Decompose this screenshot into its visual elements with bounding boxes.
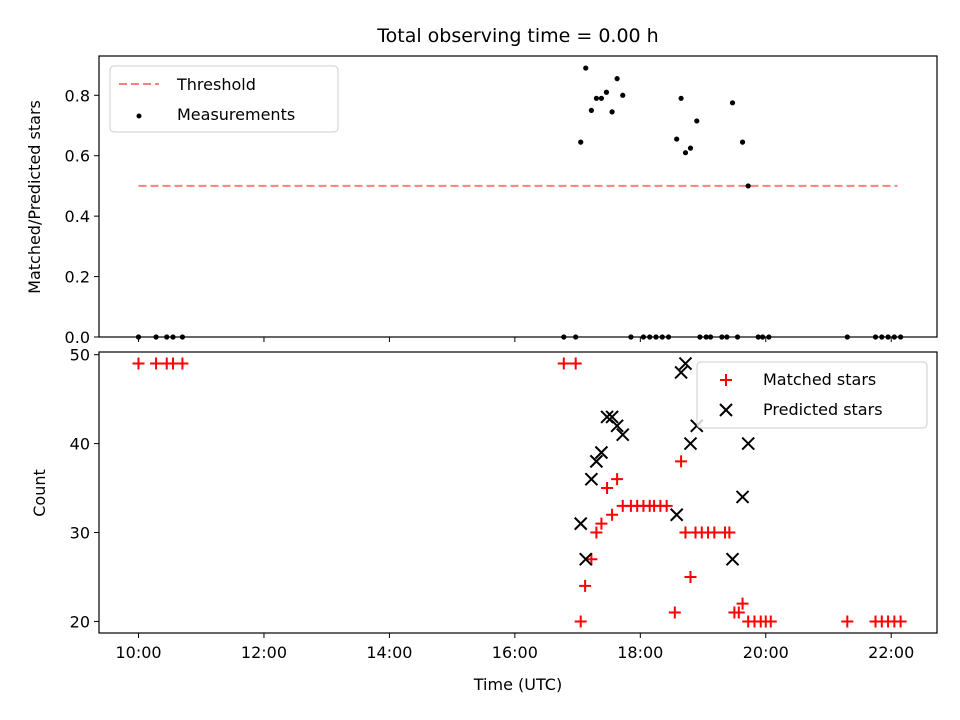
matched-star-point (569, 357, 582, 370)
x-tick-label: 20:00 (743, 643, 789, 662)
bottom-y-tick-label: 50 (70, 346, 90, 365)
predicted-star-point (594, 445, 609, 460)
measurement-point (598, 95, 605, 101)
measurement-point (694, 118, 700, 124)
top-y-tick-label: 0.0 (65, 328, 90, 347)
predicted-star-point (741, 436, 755, 451)
measurement-point (609, 109, 615, 115)
matched-star-point (660, 499, 673, 512)
measurements-legend-swatch (136, 113, 142, 119)
matched-star-point (574, 615, 587, 628)
top-y-tick-label: 0.4 (65, 207, 90, 226)
predicted-star-point (725, 552, 740, 566)
top-y-tick-label: 0.8 (65, 86, 90, 105)
measurement-point (729, 100, 736, 106)
threshold-legend-label: Threshold (176, 75, 256, 94)
bottom-y-tick-label: 20 (70, 612, 90, 631)
matched-star-point (606, 508, 619, 521)
matched-star-point (601, 482, 614, 495)
measurements-series (135, 65, 904, 340)
matched-legend-swatch (720, 374, 732, 386)
matched-star-point (150, 357, 163, 370)
predicted-stars-series (574, 356, 755, 566)
top-legend: Threshold Measurements (109, 65, 339, 133)
x-tick-label: 14:00 (366, 643, 412, 662)
matched-stars-series (132, 357, 907, 628)
chart-title: Total observing time = 0.00 h (376, 25, 658, 47)
predicted-star-point (683, 436, 698, 451)
measurement-point (583, 65, 589, 71)
measurement-point (687, 145, 694, 151)
measurement-point (603, 89, 610, 95)
bottom-plot-frame (98, 351, 938, 634)
matched-star-point (679, 526, 692, 539)
measurement-point (674, 136, 680, 142)
x-tick-label: 16:00 (492, 643, 538, 662)
measurement-point (739, 139, 746, 145)
predicted-star-point (735, 490, 750, 504)
measurement-point (682, 150, 689, 156)
bottom-y-tick-label: 30 (70, 524, 90, 543)
matched-star-point (176, 357, 189, 370)
top-panel: 0.00.20.40.60.8 Matched/Predicted stars … (25, 55, 938, 347)
matched-star-point (557, 357, 570, 370)
matched-star-point (684, 570, 697, 583)
predicted-star-point (589, 454, 604, 469)
bottom-y-axis-label: Count (30, 469, 49, 517)
matched-star-point (668, 606, 681, 619)
measurement-point (620, 92, 626, 98)
measurement-point (678, 95, 684, 101)
measurement-point (614, 76, 620, 82)
matched-star-point (590, 526, 603, 539)
bottom-legend-box (696, 361, 928, 429)
bottom-x-ticks: 10:00 12:00 14:00 16:00 18:00 20:00 22:00 (115, 633, 914, 662)
bottom-y-ticks: 20 30 40 50 (70, 346, 99, 631)
matched-star-point (132, 357, 145, 370)
matched-star-point (732, 606, 745, 619)
matched-star-point (894, 615, 907, 628)
x-tick-label: 12:00 (241, 643, 287, 662)
x-tick-label: 10:00 (115, 643, 161, 662)
predicted-star-point (574, 516, 588, 531)
predicted-star-point (584, 472, 599, 486)
measurement-point (578, 139, 584, 145)
matched-legend-label: Matched stars (763, 370, 876, 389)
bottom-legend: Matched stars Predicted stars (696, 361, 928, 429)
matched-star-point (675, 455, 688, 468)
predicted-star-point (610, 419, 624, 433)
x-tick-label: 22:00 (868, 643, 914, 662)
predicted-star-point (669, 508, 684, 522)
matched-star-point (595, 517, 608, 530)
top-y-ticks: 0.0 0.2 0.4 0.6 0.8 (65, 86, 99, 347)
top-y-axis-label: Matched/Predicted stars (25, 100, 44, 294)
measurement-point (593, 95, 600, 101)
matched-star-point (736, 597, 749, 610)
x-tick-label: 18:00 (617, 643, 663, 662)
top-plot-frame (98, 55, 938, 338)
predicted-star-point (674, 365, 688, 380)
predicted-legend-label: Predicted stars (763, 400, 883, 419)
bottom-panel: 20 30 40 50 10:00 12:00 14:00 16:00 18:00 20:00 2… (30, 346, 938, 694)
top-legend-box (109, 65, 339, 133)
predicted-star-point (605, 410, 619, 424)
predicted-star-point (579, 552, 593, 566)
matched-star-point (611, 473, 624, 486)
predicted-star-point (678, 356, 693, 371)
matched-star-point (708, 526, 721, 539)
matched-star-point (841, 615, 854, 628)
measurements-legend-label: Measurements (177, 105, 295, 124)
matched-star-point (764, 615, 777, 628)
top-y-tick-label: 0.2 (65, 268, 90, 287)
measurement-point (588, 107, 594, 113)
matched-star-point (585, 553, 598, 566)
bottom-y-tick-label: 40 (70, 435, 90, 454)
x-axis-label: Time (UTC) (473, 675, 562, 694)
top-y-tick-label: 0.6 (65, 147, 90, 166)
matched-star-point (723, 526, 736, 539)
matched-star-point (579, 579, 592, 592)
measurement-point (745, 183, 751, 189)
predicted-legend-swatch (719, 403, 733, 417)
predicted-star-point (616, 427, 630, 442)
